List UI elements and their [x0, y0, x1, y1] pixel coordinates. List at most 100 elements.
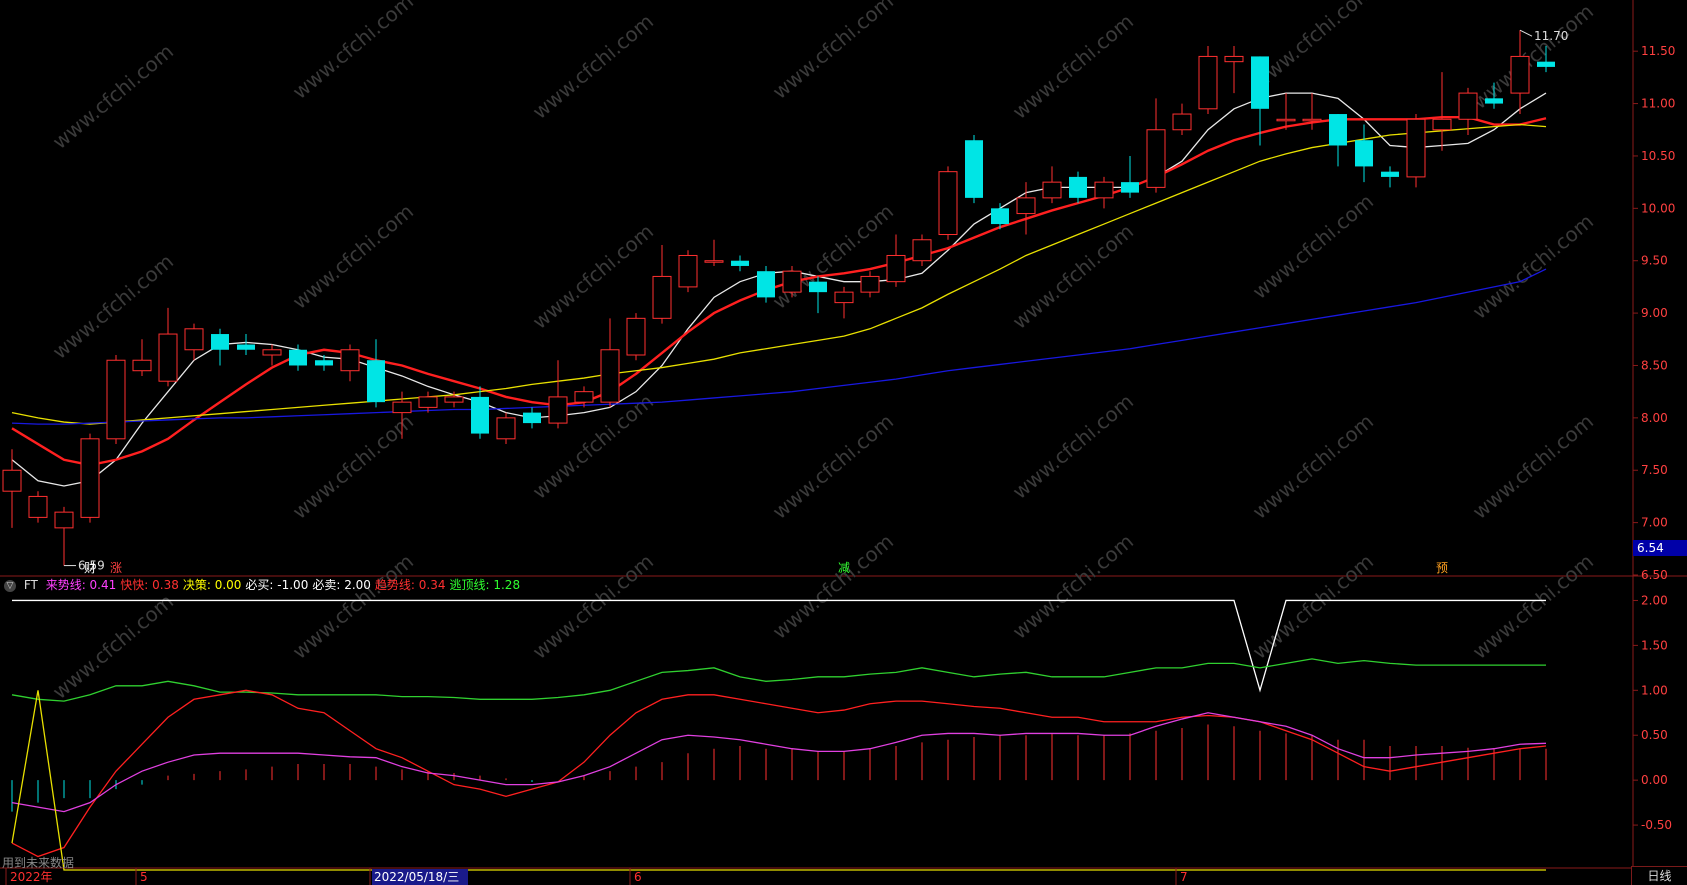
indicator-line-来势线 [11, 712, 1547, 813]
time-label: 6 [634, 870, 642, 884]
indicator-title[interactable]: FT [23, 578, 38, 592]
candle-body-up [392, 401, 412, 414]
candle-body-up [54, 511, 74, 529]
candle-body-up [106, 359, 126, 440]
candle-body-up [704, 260, 724, 263]
candle-body-up [1198, 55, 1218, 110]
candle-body-up [652, 275, 672, 319]
legend-item: 必卖: 2.00 [312, 578, 371, 592]
ma-line-ma20 [11, 123, 1547, 425]
candle-body-down [1485, 98, 1503, 104]
candle-body-down [523, 412, 541, 424]
watermark-text: www.cfchi.com [1468, 409, 1598, 524]
candle-body-down [367, 360, 385, 403]
candle-body-up [1146, 129, 1166, 188]
signal-marker: 预 [1436, 561, 1448, 575]
candle-body-up [340, 349, 360, 372]
watermark-text: www.cfchi.com [288, 199, 418, 314]
candle-body-up [938, 171, 958, 236]
legend-item: 逃顶线: 1.28 [449, 578, 521, 592]
candle-body-down [237, 344, 255, 350]
candle-body-down [211, 334, 229, 350]
watermark-text: www.cfchi.com [1008, 529, 1138, 644]
watermark-text: www.cfchi.com [528, 549, 658, 664]
candle-body-up [28, 495, 48, 518]
indicator-tick-label: 0.00 [1641, 773, 1668, 787]
candle-body-down [731, 260, 749, 266]
last-price-badge: 6.54 [1633, 540, 1687, 556]
legend-item: 必买: -1.00 [245, 578, 309, 592]
indicator-menu-icon[interactable]: ▽ [4, 579, 16, 592]
candle-body-up [548, 396, 568, 424]
signal-marker: 涨 [110, 560, 122, 575]
candle-body-down [1537, 61, 1555, 67]
watermark-text: www.cfchi.com [768, 199, 898, 314]
candle-body-up [418, 396, 438, 408]
watermark-text: www.cfchi.com [288, 409, 418, 524]
indicator-tick-label: 1.50 [1641, 638, 1668, 652]
ma-line-ma10 [11, 115, 1547, 467]
candle-body-up [574, 391, 594, 403]
candle-body-up [782, 270, 802, 293]
indicator-tick-label: -0.50 [1641, 818, 1672, 832]
signal-marker: 财 [84, 561, 96, 575]
candle-body-up [132, 359, 152, 372]
candle-body-down [1069, 176, 1087, 198]
watermark-text: www.cfchi.com [48, 39, 178, 154]
indicator-tick-label: 1.00 [1641, 683, 1668, 697]
ma-line-ma60 [11, 268, 1547, 425]
price-tick-label: 8.50 [1641, 358, 1668, 372]
price-tick-label: 9.50 [1641, 254, 1668, 268]
price-tick-label: 6.50 [1641, 568, 1668, 582]
candle-body-down [315, 360, 333, 366]
candle-body-up [496, 417, 516, 440]
legend-items: 来势线: 0.41 快快: 0.38 决策: 0.00 必买: -1.00 必卖: 2.… [46, 578, 524, 592]
watermark-text: www.cfchi.com [1468, 209, 1598, 324]
candle-body-up [626, 317, 646, 356]
price-tick-label: 7.50 [1641, 463, 1668, 477]
candle-body-up [1276, 118, 1296, 122]
period-tab-daily[interactable]: 日线 [1631, 866, 1687, 885]
candle-body-up [600, 349, 620, 403]
legend-item: 决策: 0.00 [182, 578, 242, 592]
watermark-text: www.cfchi.com [768, 0, 898, 104]
watermark-text: www.cfchi.com [1248, 549, 1378, 664]
time-label: 5 [140, 870, 148, 884]
candle-body-up [834, 291, 854, 304]
price-tick-label: 10.50 [1641, 149, 1675, 163]
time-label: 2022/05/18/三 [374, 870, 459, 884]
candle-body-down [991, 208, 1009, 225]
indicator-line-快快 [11, 689, 1547, 858]
price-tick-label: 11.50 [1641, 44, 1675, 58]
candle-body-up [860, 275, 880, 293]
candle-body-up [1302, 118, 1322, 122]
candle-body-up [1510, 55, 1530, 94]
candle-body-down [1121, 182, 1139, 193]
watermark-text: www.cfchi.com [1468, 549, 1598, 664]
candle-body-up [1172, 113, 1192, 131]
watermark-text: www.cfchi.com [1248, 409, 1378, 524]
candle-body-up [1432, 118, 1452, 131]
watermark-text: www.cfchi.com [768, 529, 898, 644]
candle-body-up [1016, 197, 1036, 215]
indicator-legend: ▽ FT 来势线: 0.41 快快: 0.38 决策: 0.00 必买: -1.00 必… [4, 576, 528, 592]
high-pointer [1519, 29, 1533, 37]
candle-body-down [1381, 171, 1399, 177]
legend-item: 快快: 0.38 [120, 578, 179, 592]
crosshair-date-box [372, 869, 468, 885]
candle-body-down [471, 396, 489, 434]
price-tick-label: 11.00 [1641, 97, 1675, 111]
price-tick-label: 7.00 [1641, 516, 1668, 530]
time-label: 7 [1180, 870, 1188, 884]
watermark-text: www.cfchi.com [1248, 189, 1378, 304]
watermark-text: www.cfchi.com [528, 9, 658, 124]
watermark-text: www.cfchi.com [1008, 389, 1138, 504]
future-data-note: 用到未来数据 [2, 856, 75, 870]
price-tick-label: 10.00 [1641, 201, 1675, 215]
low-label: 6.59 [78, 559, 105, 573]
watermark-text: www.cfchi.com [528, 219, 658, 334]
price-tick-label: 8.00 [1641, 411, 1668, 425]
candle-body-down [289, 349, 307, 366]
